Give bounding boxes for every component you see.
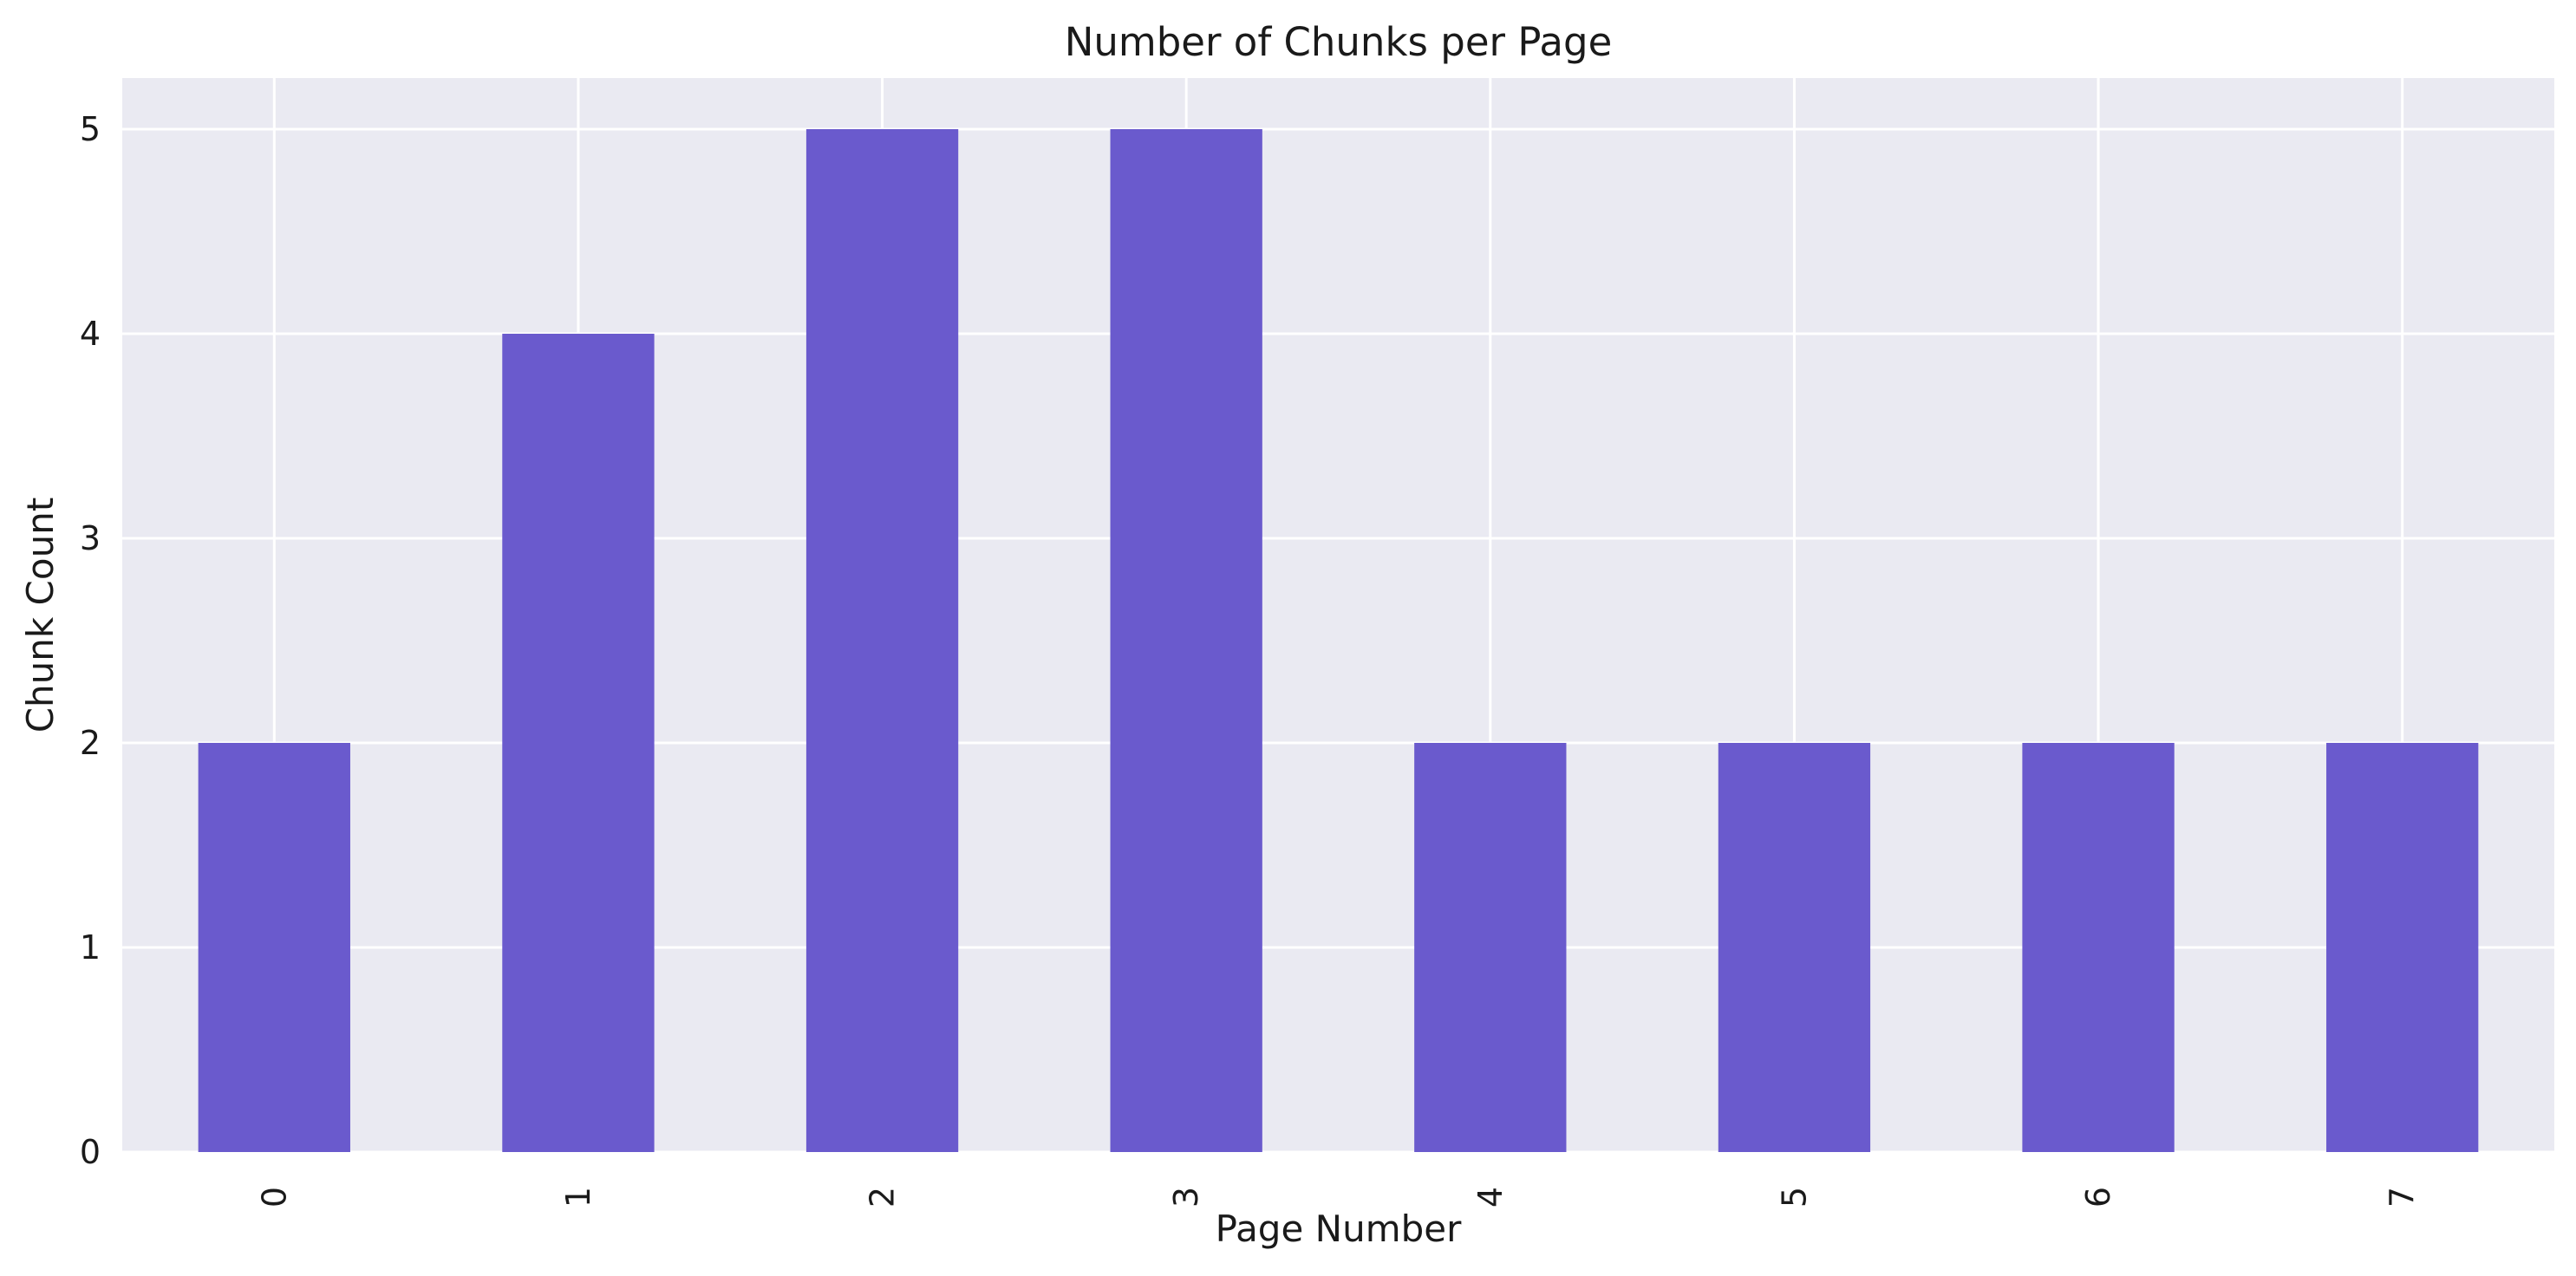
y-tick-label: 4 [80,315,101,353]
plot-background [122,78,2554,1152]
bar-page-3 [1110,129,1262,1152]
y-tick-label: 3 [80,519,101,557]
y-tick-label: 1 [80,928,101,967]
x-tick-label: 0 [255,1187,293,1208]
y-tick-label: 0 [80,1133,101,1171]
x-tick-label: 4 [1471,1187,1510,1208]
x-axis-label: Page Number [1216,1208,1462,1250]
bar-page-6 [2022,743,2175,1152]
x-tick-label: 7 [2384,1187,2422,1208]
bar-page-7 [2326,743,2479,1152]
bars [198,129,2479,1152]
y-axis-label: Chunk Count [19,498,62,733]
y-tick-label: 2 [80,724,101,762]
x-tick-labels: 0 1 2 3 4 5 6 7 [255,1187,2421,1208]
x-tick-label: 5 [1775,1187,1813,1208]
chart-title: Number of Chunks per Page [1065,19,1613,65]
y-tick-labels: 0 1 2 3 4 5 [80,110,101,1171]
x-tick-label: 1 [559,1187,597,1208]
bar-page-5 [1718,743,1871,1152]
x-tick-label: 2 [864,1187,902,1208]
y-tick-label: 5 [80,110,101,148]
bar-page-4 [1414,743,1567,1152]
bar-page-0 [198,743,350,1152]
bar-page-2 [805,129,959,1152]
x-tick-label: 3 [1167,1187,1205,1208]
bar-page-1 [502,334,655,1152]
x-tick-label: 6 [2079,1187,2117,1208]
